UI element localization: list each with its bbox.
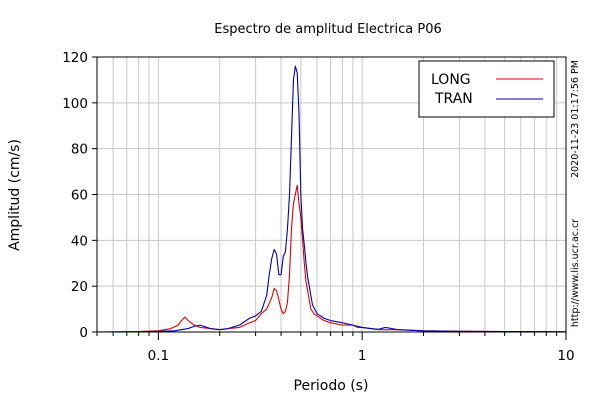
series-line-tran	[96, 65, 567, 333]
y-tick-label: 0	[79, 325, 88, 341]
y-tick-label: 20	[71, 279, 88, 295]
y-tick-label: 60	[71, 188, 88, 204]
y-tick-label: 120	[62, 50, 88, 66]
legend-label-long: LONG	[431, 72, 471, 88]
y-tick-label: 80	[71, 142, 88, 158]
x-axis-label: Periodo (s)	[294, 378, 369, 394]
x-tick-label: 1	[358, 348, 367, 364]
axes: 0 20 40 60 80 100 120 0.1 1 10	[62, 50, 574, 364]
grid	[97, 57, 566, 332]
timestamp-label: 2020-11-23 01:17:56 PM	[570, 60, 581, 178]
series-line-long	[96, 184, 567, 333]
series-lines	[96, 65, 567, 333]
legend: LONG TRAN	[418, 60, 555, 118]
legend-label-tran: TRAN	[434, 91, 473, 107]
x-tick-label: 0.1	[148, 348, 169, 364]
legend-box	[418, 60, 555, 118]
url-label: http://www.lis.ucr.ac.cr	[570, 219, 581, 327]
y-axis-label: Amplitud (cm/s)	[7, 139, 23, 251]
y-tick-label: 100	[62, 96, 88, 112]
y-tick-label: 40	[71, 233, 88, 249]
chart-title: Espectro de amplitud Electrica P06	[214, 22, 442, 37]
x-tick-label: 10	[557, 348, 574, 364]
